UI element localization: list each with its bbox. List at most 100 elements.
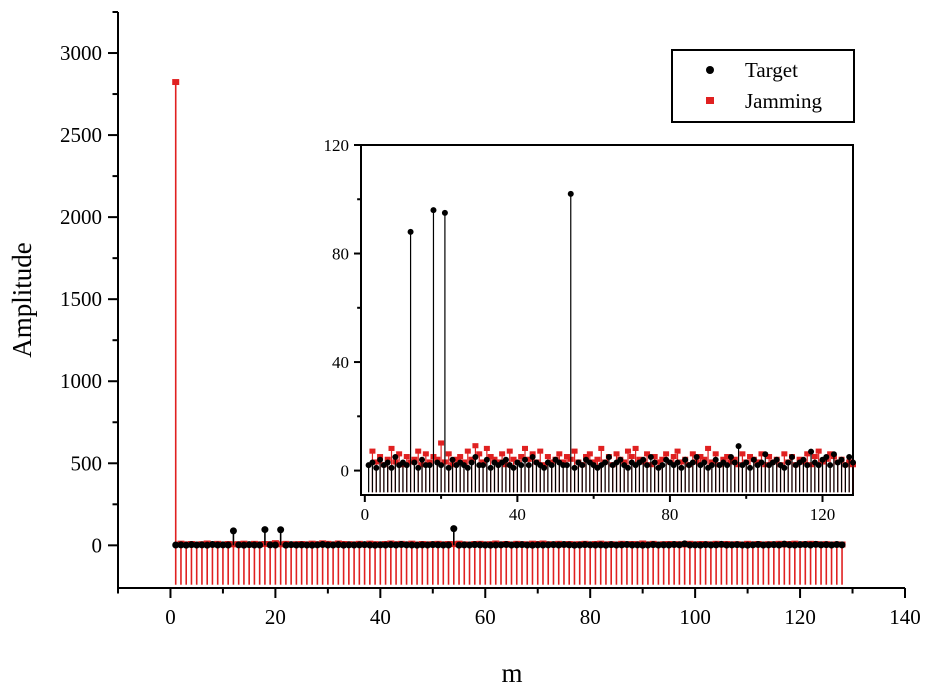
jamming-point [644,451,651,457]
target-point [712,541,720,549]
target-point [429,541,437,549]
jamming-point [506,448,513,454]
target-point [408,541,416,549]
jamming-point [438,440,445,446]
target-point [759,541,767,549]
target-point [250,541,258,549]
jamming-point [464,448,471,454]
target-point [686,541,694,549]
target-point [450,525,458,533]
jamming-point [670,454,677,460]
target-point [796,541,804,549]
target-point [815,462,822,469]
target-point [723,541,731,549]
target-point [827,462,834,469]
target-point [277,526,285,534]
jamming-point [510,456,517,462]
target-point [471,541,479,549]
target-point [308,541,316,549]
jamming-point [571,448,578,454]
target-point [510,464,517,471]
target-point [172,541,180,549]
target-point [319,541,327,549]
inset-plot: 0 40 80 120 0 40 80 120 [324,136,856,524]
jamming-point [720,456,727,462]
target-point [850,459,856,466]
target-point [758,459,765,466]
target-point [696,541,704,549]
y-tick-label: 0 [341,462,350,481]
target-point [828,541,836,549]
target-point [529,454,536,461]
target-point [539,541,547,549]
target-point [801,541,809,549]
target-point [788,454,795,461]
target-point [800,456,807,463]
target-point [439,541,447,549]
target-point [743,459,750,466]
jamming-point [811,454,818,460]
jamming-point [613,451,620,457]
target-point [407,228,414,235]
legend-jamming-label: Jamming [745,89,822,113]
x-tick-label: 0 [361,505,370,524]
target-point [644,541,652,549]
target-point [256,541,264,549]
target-point [483,456,490,463]
x-tick-label: 120 [810,505,836,524]
target-point [324,541,332,549]
x-tick-label: 140 [889,605,921,629]
target-point [780,540,788,548]
target-point [487,464,494,471]
target-point [298,541,306,549]
jamming-point [537,448,544,454]
jamming-point [525,456,532,462]
target-point [762,451,769,458]
target-point [445,541,453,549]
jamming-point [396,451,403,457]
jamming-point [377,454,384,460]
target-point [424,541,432,549]
jamming-point [541,462,548,468]
target-point [717,540,725,548]
target-point [571,464,578,471]
target-point [508,541,515,549]
jamming-point [529,451,536,457]
target-point [388,464,395,471]
target-point [544,541,552,549]
target-point [240,541,248,549]
target-point [208,541,216,549]
jamming-point [518,454,525,460]
y-tick-label: 500 [71,451,103,475]
target-point [773,456,780,463]
target-point [287,541,295,549]
target-point [586,541,594,549]
target-point [727,454,734,461]
jamming-point [499,451,506,457]
x-tick-label: 120 [784,605,816,629]
target-point [747,464,754,471]
target-point [518,462,525,469]
jamming-point [457,454,464,460]
y-tick-label: 80 [332,245,349,264]
target-point [468,459,475,466]
target-point [708,462,715,469]
jamming-point [697,454,704,460]
legend-target-label: Target [745,58,798,82]
target-point [548,462,555,469]
target-point [392,454,399,461]
target-point [193,541,201,549]
target-point [392,541,400,549]
target-point [702,541,710,549]
jamming-point [708,459,715,465]
target-point [534,541,542,549]
target-point [681,540,689,548]
target-point [203,541,211,549]
target-point [731,459,738,466]
x-tick-label: 80 [661,505,678,524]
target-point [838,541,846,549]
target-point [623,541,631,549]
jamming-point [487,454,494,460]
target-point [430,207,437,214]
target-point [665,541,673,549]
